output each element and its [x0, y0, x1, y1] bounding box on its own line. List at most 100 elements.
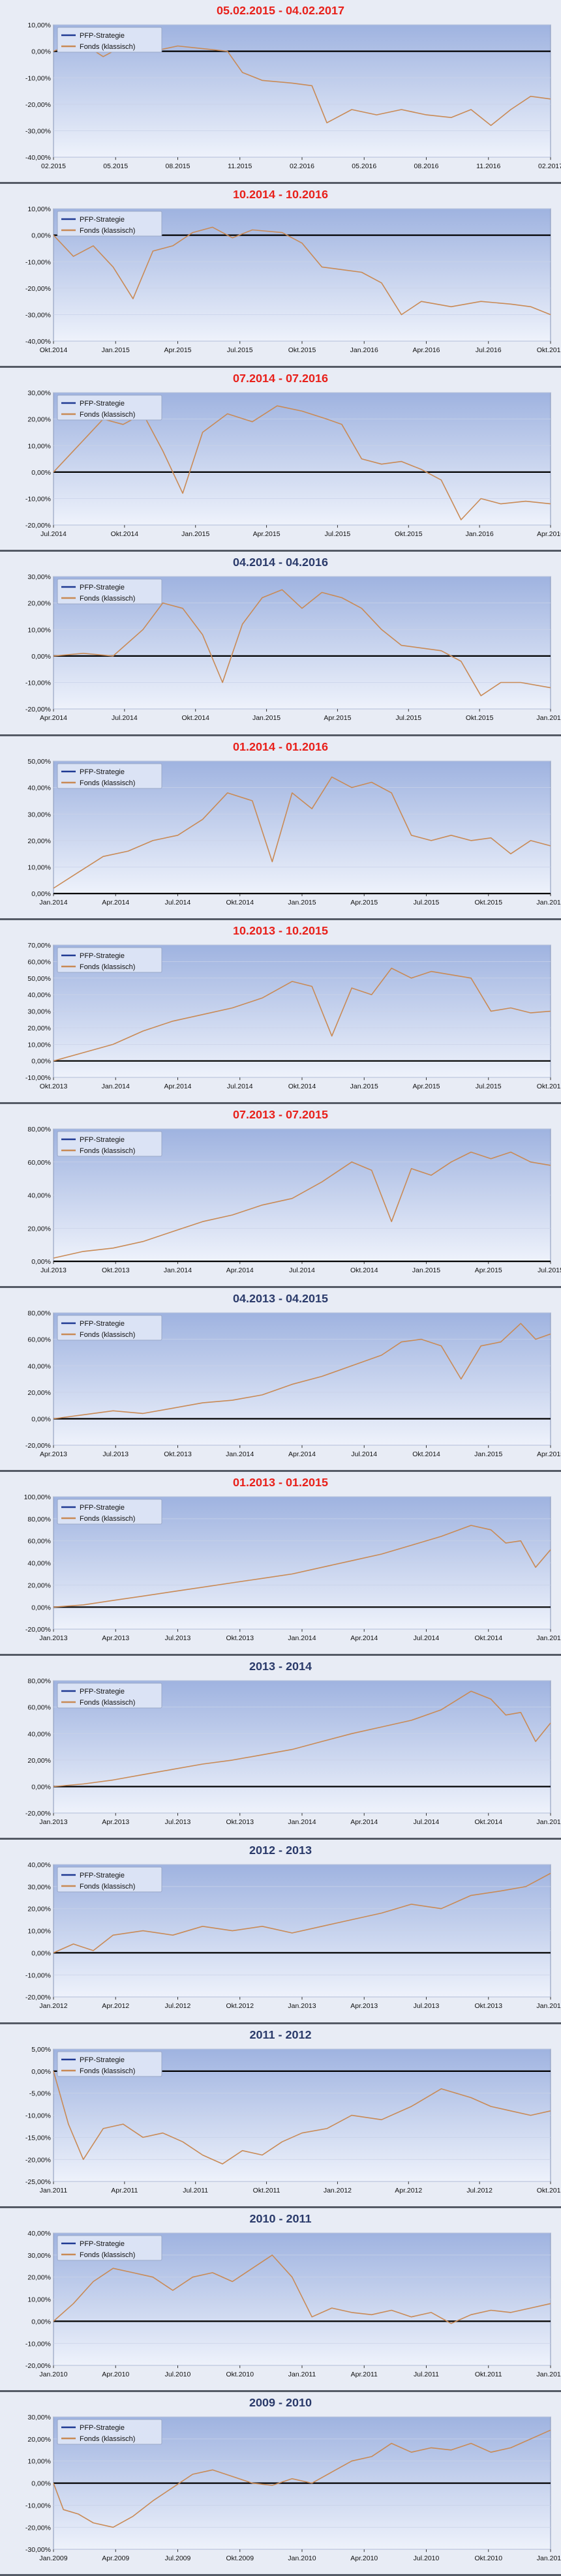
y-tick-label: 0,00% [31, 2068, 51, 2075]
legend: PFP-Strategie Fonds (klassisch) [57, 947, 162, 973]
x-tick-label: Okt.2010 [474, 2555, 502, 2562]
x-tick-label: Jul.2013 [165, 1635, 191, 1642]
legend-entry: PFP-Strategie [80, 952, 125, 960]
x-tick-label: Apr.2016 [537, 531, 561, 538]
y-tick-label: 0,00% [31, 1259, 51, 1266]
x-tick-label: 05.2016 [352, 163, 376, 170]
x-tick-label: Jan.2015 [288, 899, 316, 906]
x-tick-label: Okt.2014 [288, 1083, 316, 1090]
y-tick-label: 10,00% [27, 22, 51, 29]
y-tick-label: 50,00% [27, 758, 51, 766]
x-tick-label: Jan.2015 [350, 1083, 378, 1090]
x-tick-label: 02.2017 [538, 163, 561, 170]
legend-entry: Fonds (klassisch) [80, 595, 135, 603]
chart-title: 07.2014 - 07.2016 [233, 372, 328, 385]
line-chart: 01.2014 - 01.2016 50,00% 40,00% 30,00% 20,00… [27, 740, 561, 906]
legend-entry: Fonds (klassisch) [80, 2435, 135, 2443]
x-tick-label: Jul.2014 [414, 1635, 440, 1642]
y-tick-label: -10,00% [25, 680, 51, 687]
y-tick-label: -30,00% [25, 2547, 51, 2554]
legend-entry: PFP-Strategie [80, 584, 125, 592]
y-tick-label: 0,00% [31, 1951, 51, 1958]
x-tick-label: Jan.2013 [39, 1819, 67, 1826]
y-tick-label: 60,00% [27, 1337, 51, 1344]
x-tick-label: Apr.2010 [350, 2555, 378, 2562]
x-tick-label: Okt.2014 [350, 1267, 378, 1274]
y-tick-label: 10,00% [27, 2296, 51, 2303]
chart-panel: 2009 - 2010 30,00% 20,00% 10,00% 0,00% -10,00… [0, 2391, 561, 2576]
x-tick-label: Okt.2013 [474, 2003, 502, 2011]
x-tick-label: Apr.2010 [102, 2371, 129, 2378]
y-tick-label: -20,00% [25, 1810, 51, 1818]
line-chart: 04.2014 - 04.2016 30,00% 20,00% 10,00% 0,00%… [25, 556, 561, 723]
line-chart: 2013 - 2014 80,00% 60,00% 40,00% 20,00% 0,00%… [25, 1660, 561, 1826]
legend-entry: Fonds (klassisch) [80, 1147, 135, 1155]
x-tick-label: Jan.2012 [324, 2187, 352, 2194]
legend-box [57, 1131, 162, 1157]
x-tick-label: 08.2015 [166, 163, 190, 170]
y-tick-label: -10,00% [25, 496, 51, 503]
x-tick-label: Okt.2013 [102, 1267, 130, 1274]
x-tick-label: Apr.2009 [102, 2555, 129, 2562]
chart-panel: 2013 - 2014 80,00% 60,00% 40,00% 20,00% 0,00%… [0, 1656, 561, 1840]
x-tick-label: Jan.2015 [412, 1267, 440, 1274]
x-tick-label: 11.2015 [228, 163, 252, 170]
legend: PFP-Strategie Fonds (klassisch) [57, 1683, 162, 1709]
x-tick-label: Okt.2013 [226, 1635, 254, 1642]
x-tick-label: Jul.2013 [414, 2003, 440, 2011]
y-tick-label: 10,00% [27, 443, 51, 451]
line-chart: 2009 - 2010 30,00% 20,00% 10,00% 0,00% -10,00… [25, 2396, 561, 2562]
x-tick-label: Apr.2015 [164, 347, 192, 354]
y-tick-label: 40,00% [27, 1363, 51, 1370]
x-tick-label: Jul.2014 [112, 715, 138, 723]
y-tick-label: -25,00% [25, 2179, 51, 2186]
legend-entry: PFP-Strategie [80, 216, 125, 224]
x-tick-label: Jul.2009 [165, 2555, 191, 2562]
y-tick-label: 10,00% [27, 1041, 51, 1049]
series-fonds-klassisch-line [53, 967, 551, 1062]
x-tick-label: Apr.2013 [40, 1451, 67, 1458]
x-tick-label: Jul.2014 [165, 899, 191, 906]
x-tick-label: Jan.2016 [350, 347, 378, 354]
y-tick-label: -30,00% [25, 312, 51, 320]
legend-entry: PFP-Strategie [80, 1688, 125, 1696]
legend: PFP-Strategie Fonds (klassisch) [57, 1315, 162, 1341]
x-tick-label: Jul.2013 [102, 1451, 129, 1458]
x-tick-label: Jan.2014 [226, 1451, 254, 1458]
x-tick-label: Apr.2014 [288, 1451, 316, 1458]
x-tick-label: Apr.2015 [324, 715, 351, 723]
x-tick-label: Okt.2012 [537, 2187, 561, 2194]
legend-entry: Fonds (klassisch) [80, 1515, 135, 1523]
x-tick-label: Jul.2013 [40, 1267, 67, 1274]
x-tick-label: Jan.2014 [536, 2003, 561, 2011]
legend-box [57, 2051, 162, 2077]
x-tick-label: Okt.2009 [226, 2555, 254, 2562]
x-tick-label: Apr.2014 [102, 899, 129, 906]
x-tick-label: 11.2016 [476, 163, 500, 170]
x-tick-label: Apr.2012 [102, 2003, 129, 2011]
legend-entry: Fonds (klassisch) [80, 227, 135, 235]
legend-entry: PFP-Strategie [80, 2424, 125, 2432]
chart-panel: 01.2014 - 01.2016 50,00% 40,00% 30,00% 20,00… [0, 736, 561, 920]
x-tick-label: Jan.2012 [536, 2371, 561, 2378]
chart-panel: 04.2013 - 04.2015 80,00% 60,00% 40,00% 20,00… [0, 1288, 561, 1473]
y-tick-label: 30,00% [27, 1884, 51, 1891]
y-tick-label: 80,00% [27, 1310, 51, 1317]
x-tick-label: Okt.2016 [537, 347, 561, 354]
x-tick-label: Jan.2011 [40, 2187, 68, 2194]
chart-title: 10.2014 - 10.2016 [233, 188, 328, 201]
legend-box [57, 1683, 162, 1709]
legend-entry: Fonds (klassisch) [80, 43, 135, 51]
series-fonds-klassisch-line [53, 1873, 551, 1954]
y-tick-label: 20,00% [27, 1390, 51, 1397]
chart-title: 2013 - 2014 [249, 1660, 312, 1673]
x-tick-label: Okt.2013 [40, 1083, 68, 1090]
y-tick-label: -5,00% [29, 2090, 51, 2097]
x-tick-label: Apr.2014 [226, 1267, 254, 1274]
x-tick-label: Okt.2011 [253, 2187, 280, 2194]
chart-title: 2011 - 2012 [249, 2028, 311, 2041]
y-tick-label: 30,00% [27, 2414, 51, 2421]
y-tick-label: 5,00% [31, 2046, 51, 2054]
y-tick-label: 40,00% [27, 2230, 51, 2238]
x-tick-label: Jul.2014 [289, 1267, 315, 1274]
